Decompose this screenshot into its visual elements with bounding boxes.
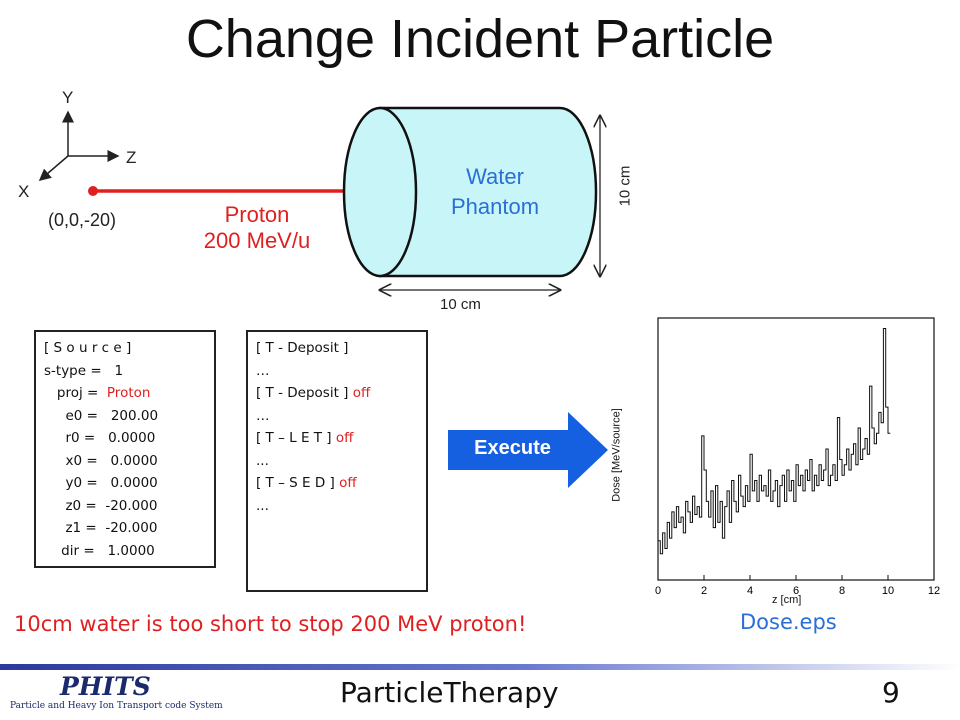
slide-title: Change Incident Particle xyxy=(185,9,775,69)
phantom-line1: Water xyxy=(466,164,524,189)
source-line: y0 = 0.0000 xyxy=(44,475,158,491)
phantom-line2: Phantom xyxy=(450,194,540,219)
source-line: s-type = 1 xyxy=(44,362,124,379)
dose-chart: 0 2 4 6 8 10 12 xyxy=(655,317,940,597)
tally-line: [ T – S E D ] off xyxy=(256,472,426,495)
phantom-label: Water Phantom xyxy=(420,162,570,222)
proton-name: Proton xyxy=(224,202,290,227)
x-tick-label: 2 xyxy=(701,585,707,597)
source-line: z1 = -20.000 xyxy=(44,520,158,536)
source-line: z0 = -20.000 xyxy=(44,497,158,514)
dose-series-line xyxy=(658,327,891,555)
chart-ylabel: Dose [MeV/source] xyxy=(610,408,623,502)
page-number: 9 xyxy=(882,676,900,709)
height-dimension-label: 10 cm xyxy=(616,165,634,207)
geometry-diagram xyxy=(38,106,960,320)
x-tick-label: 12 xyxy=(928,585,940,597)
source-line: x0 = 0.0000 xyxy=(44,452,158,469)
x-tick-label: 0 xyxy=(655,585,661,597)
source-proj-value: Proton xyxy=(106,385,151,401)
water-phantom-cylinder xyxy=(342,106,598,278)
tally-off-flag: off xyxy=(335,430,354,446)
execute-arrow[interactable] xyxy=(448,412,610,488)
execute-label: Execute xyxy=(474,437,551,459)
chart-xlabel: z [cm] xyxy=(772,594,802,606)
tally-let: [ T – L E T ] xyxy=(256,430,332,446)
proton-beam xyxy=(88,170,389,212)
tally-line: … xyxy=(256,362,270,379)
tally-off-flag: off xyxy=(352,385,371,401)
phits-logo: PHITS xyxy=(60,672,151,701)
source-line: [ S o u r c e ] xyxy=(44,340,132,356)
source-line: e0 = 200.00 xyxy=(44,407,159,424)
proton-label: Proton 200 MeV/u xyxy=(172,202,342,254)
tally-input-box: [ T - Deposit ] … [ T - Deposit ] off … … xyxy=(246,330,428,592)
x-tick-label: 8 xyxy=(839,585,845,597)
proton-energy: 200 MeV/u xyxy=(203,228,311,253)
x-tick-label: 4 xyxy=(747,585,753,597)
tally-deposit2: [ T - Deposit ] xyxy=(256,385,349,401)
chart-frame xyxy=(657,317,935,581)
length-dimension-label: 10 cm xyxy=(440,296,481,313)
x-tick-label: 6 xyxy=(793,585,799,597)
source-line: dir = 1.0000 xyxy=(44,542,155,559)
coordinate-axes xyxy=(38,110,120,181)
source-input-box: [ S o u r c e ] s-type = 1 proj = Proton… xyxy=(34,330,216,568)
tally-line: … xyxy=(256,407,270,424)
dose-caption: Dose.eps xyxy=(740,610,837,634)
x-axis-label: X xyxy=(18,182,30,201)
z-axis-label: Z xyxy=(126,148,137,167)
x-tick-label: 10 xyxy=(882,585,894,597)
footer-bar xyxy=(0,664,960,670)
footer-title: ParticleTherapy xyxy=(340,676,559,709)
warning-text: 10cm water is too short to stop 200 MeV … xyxy=(14,612,527,636)
tally-line: [ T - Deposit ] xyxy=(256,340,349,356)
tally-line: [ T - Deposit ] off xyxy=(256,382,426,405)
origin-label: (0,0,-20) xyxy=(48,210,117,230)
tally-line: ... xyxy=(256,497,269,514)
source-proj-line: proj = Proton xyxy=(44,382,214,405)
y-axis-label: Y xyxy=(62,88,74,107)
source-proj-key: proj = xyxy=(44,385,107,401)
tally-line: ... xyxy=(256,452,269,469)
phits-logo-subtitle: Particle and Heavy Ion Transport code Sy… xyxy=(10,701,223,711)
source-line: r0 = 0.0000 xyxy=(44,430,156,446)
tally-line: [ T – L E T ] off xyxy=(256,427,426,450)
tally-sed: [ T – S E D ] xyxy=(256,475,335,491)
tally-off-flag: off xyxy=(339,475,357,491)
